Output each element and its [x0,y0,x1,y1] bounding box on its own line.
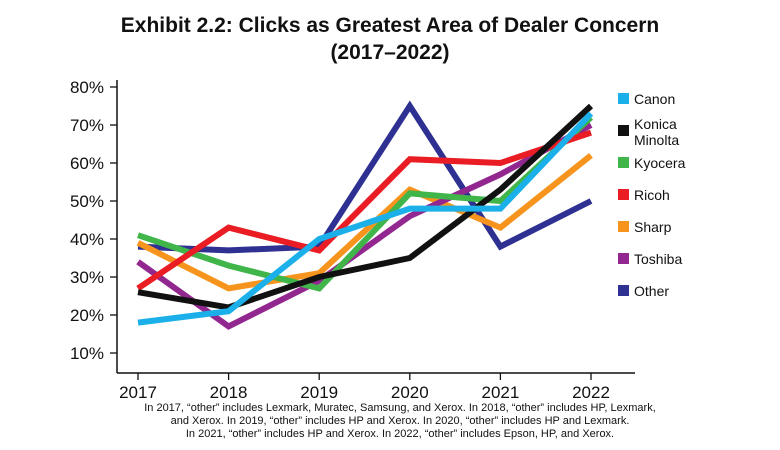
legend-label-line: Konica [634,116,677,132]
series-line-canon [137,111,594,326]
series-line-konica-minolta [137,103,594,311]
series-line-other [137,100,593,254]
footnote-line: and Xerox. In 2019, “other” includes HP … [170,415,630,427]
legend-swatch [618,93,629,104]
legend-item-canon: Canon [618,91,675,107]
y-tick-label: 40% [70,230,104,249]
legend-label: Kyocera [634,155,686,171]
legend-label: Canon [634,91,675,107]
footnote-line: In 2017, “other” includes Lexmark, Murat… [144,402,656,414]
y-tick-label: 80% [70,78,104,97]
x-tick-label: 2017 [119,383,157,400]
y-tick-label: 10% [70,344,104,363]
legend-label: Other [634,283,669,299]
legend-swatch [618,253,629,264]
series-lines [136,100,594,330]
legend-swatch [618,285,629,296]
legend-item-toshiba: Toshiba [618,251,682,267]
legend-swatch [618,157,629,168]
x-tick-label: 2020 [391,383,429,400]
footnote-line: In 2021, “other” includes HP and Xerox. … [185,428,615,440]
footnote: In 2017, “other” includes Lexmark, Murat… [60,402,740,441]
axes: 10% 20% 30% 40% 50% 60% 70% 80% 2017 2018 2019 2020… [70,78,635,400]
y-tick-label: 30% [70,268,104,287]
chart-title: Exhibit 2.2: Clicks as Greatest Area of … [120,14,660,37]
legend-item-konica-minolta: Konica Minolta [618,116,679,148]
y-tick-label: 70% [70,116,104,135]
legend-swatch [618,189,629,200]
legend-label: Konica Minolta [634,116,679,148]
legend-label-line: Minolta [634,132,679,148]
x-tick-label: 2022 [572,383,610,400]
legend-item-ricoh: Ricoh [618,187,670,203]
x-tick-label: 2018 [210,383,248,400]
legend-item-kyocera: Kyocera [618,155,686,171]
line-chart: 10% 20% 30% 40% 50% 60% 70% 80% 2017 2018 2019 2020… [70,78,686,400]
chart-subtitle: (2017–2022) [330,41,450,64]
legend-item-other: Other [618,283,669,299]
series-line-kyocera [137,115,594,292]
legend-label: Sharp [634,219,672,235]
legend-item-sharp: Sharp [618,219,672,235]
series-line-ricoh [136,129,592,291]
legend-label: Ricoh [634,187,670,203]
legend-swatch [618,221,629,232]
legend-swatch [618,125,629,136]
legend-label: Toshiba [634,251,682,267]
x-tick-label: 2021 [481,383,519,400]
chart-title-block: Exhibit 2.2: Clicks as Greatest Area of … [0,12,780,66]
x-tick-label: 2019 [300,383,338,400]
legend: Canon Konica Minolta Kyocera Ricoh Sharp Toshi… [618,91,686,299]
y-tick-label: 50% [70,192,104,211]
y-tick-label: 20% [70,306,104,325]
y-tick-label: 60% [70,154,104,173]
series-line-sharp [136,153,593,292]
